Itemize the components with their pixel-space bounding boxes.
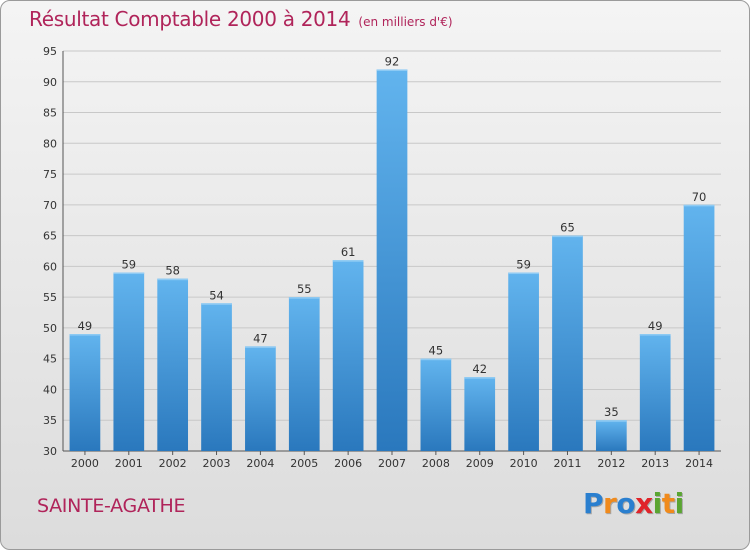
- bar-highlight: [683, 204, 715, 207]
- x-tick-label: 2000: [71, 457, 99, 470]
- y-tick-label: 40: [43, 383, 57, 396]
- commune-name: SAINTE-AGATHE: [37, 495, 186, 517]
- logo-letter: o: [616, 487, 636, 520]
- data-label: 49: [78, 319, 93, 333]
- bar: [595, 420, 627, 451]
- data-label: 59: [121, 258, 136, 272]
- x-tick-label: 2006: [334, 457, 362, 470]
- y-tick-label: 60: [43, 260, 57, 273]
- chart-subtitle: (en milliers d'€): [358, 15, 453, 29]
- bar: [464, 377, 496, 451]
- y-tick-label: 95: [43, 45, 57, 58]
- x-tick-label: 2004: [246, 457, 274, 470]
- y-tick-label: 55: [43, 291, 57, 304]
- x-tick-label: 2008: [422, 457, 450, 470]
- logo-letter: i: [652, 487, 663, 520]
- data-label: 92: [385, 54, 400, 68]
- data-label: 45: [429, 344, 444, 358]
- x-tick-label: 2014: [685, 457, 713, 470]
- bar: [113, 272, 145, 451]
- logo-letter: t: [661, 487, 675, 520]
- bar-highlight: [595, 420, 627, 422]
- bar: [508, 272, 539, 451]
- bar: [552, 235, 583, 451]
- bar: [69, 334, 101, 451]
- x-tick-label: 2007: [378, 457, 406, 470]
- bar-highlight: [113, 272, 145, 275]
- data-label: 65: [560, 221, 575, 235]
- data-label: 70: [692, 190, 707, 204]
- bar: [639, 334, 671, 451]
- data-label: 35: [604, 405, 619, 419]
- bar-highlight: [464, 377, 496, 379]
- y-tick-label: 50: [43, 322, 57, 335]
- bar: [288, 297, 320, 451]
- labels: 30 35 40 45 50 55 60 65 70 75 80 85 90 95 2000 49 2001 59…: [43, 45, 713, 470]
- logo-letter: i: [674, 487, 685, 520]
- bar-highlight: [157, 278, 189, 281]
- x-tick-label: 2005: [290, 457, 318, 470]
- bar-highlight: [420, 358, 452, 361]
- logo-letter: P: [583, 487, 604, 520]
- bar-highlight: [376, 69, 408, 71]
- data-label: 58: [165, 264, 180, 278]
- x-tick-label: 2002: [159, 457, 187, 470]
- bar-highlight: [552, 235, 583, 238]
- bar-highlight: [508, 272, 539, 275]
- y-tick-label: 75: [43, 168, 57, 181]
- data-label: 59: [516, 258, 531, 272]
- x-tick-label: 2012: [597, 457, 625, 470]
- bar: [332, 260, 364, 451]
- bar-highlight: [201, 303, 232, 305]
- data-label: 55: [297, 282, 312, 296]
- bars: [69, 69, 715, 451]
- y-tick-label: 80: [43, 137, 57, 150]
- data-label: 47: [253, 331, 268, 345]
- x-tick-label: 2001: [115, 457, 143, 470]
- bar-highlight: [639, 334, 671, 336]
- x-tick-label: 2009: [466, 457, 494, 470]
- x-tick-label: 2011: [553, 457, 581, 470]
- y-tick-label: 85: [43, 107, 57, 120]
- y-tick-label: 45: [43, 353, 57, 366]
- logo-letter: x: [635, 487, 653, 520]
- x-tick-label: 2013: [641, 457, 669, 470]
- title-block: Résultat Comptable 2000 à 2014 (en millie…: [29, 7, 453, 31]
- bar: [201, 303, 232, 451]
- bar-highlight: [288, 297, 320, 299]
- bar: [420, 358, 452, 451]
- bar: [683, 204, 715, 451]
- bar: [245, 346, 276, 451]
- y-tick-label: 65: [43, 230, 57, 243]
- proxiti-logo: Proxiti: [583, 487, 684, 520]
- data-label: 49: [648, 319, 663, 333]
- x-tick-label: 2010: [510, 457, 538, 470]
- data-label: 42: [472, 362, 487, 376]
- bar: [157, 278, 189, 451]
- data-label: 54: [209, 288, 224, 302]
- bar-highlight: [332, 260, 364, 262]
- x-tick-label: 2003: [203, 457, 231, 470]
- bar: [376, 69, 408, 451]
- data-label: 61: [341, 245, 356, 259]
- logo-letter: r: [603, 487, 617, 520]
- y-tick-label: 35: [43, 414, 57, 427]
- chart-title: Résultat Comptable 2000 à 2014: [29, 7, 351, 31]
- y-tick-label: 30: [43, 445, 57, 458]
- y-tick-label: 70: [43, 199, 57, 212]
- y-tick-label: 90: [43, 76, 57, 89]
- bar-highlight: [245, 346, 276, 348]
- bar-highlight: [69, 334, 101, 336]
